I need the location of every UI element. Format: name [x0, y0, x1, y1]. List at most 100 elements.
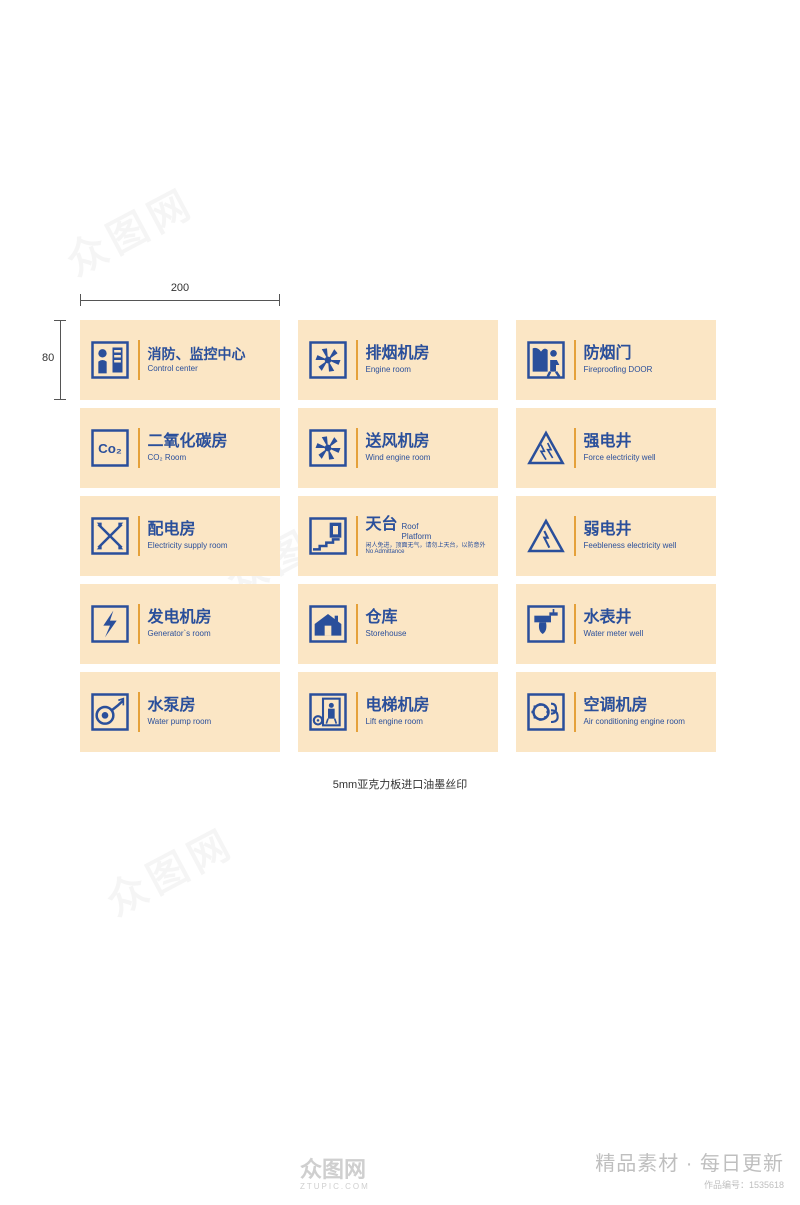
sign-divider: [356, 428, 358, 468]
dim-v-label: 80: [42, 352, 54, 364]
sign-label-cn: 弱电井: [584, 521, 709, 539]
sign-plate: 送风机房 Wind engine room: [298, 408, 498, 488]
sign-plate: 天台Roof Platform 闲人免进，顶面无气，请勿上天台，以防意外 No A…: [298, 496, 498, 576]
sign-label-en: Force electricity well: [584, 453, 709, 463]
sign-label-cn: 强电井: [584, 433, 709, 451]
tap-icon: [524, 602, 568, 646]
sign-divider: [574, 604, 576, 644]
watermark-tagline: 精品素材 · 每日更新: [595, 1147, 784, 1176]
sign-label-en: Roof Platform: [402, 522, 432, 541]
sign-label-en: Engine room: [366, 365, 491, 375]
dim-h-line: [80, 300, 280, 301]
sign-label-note: 闲人免进，顶面无气，请勿上天台，以防意外 No Admittance: [366, 543, 491, 556]
sign-label-en: Fireproofing DOOR: [584, 365, 709, 375]
sign-text: 强电井 Force electricity well: [584, 433, 709, 463]
fire-door-icon: [524, 338, 568, 382]
sign-plate: 发电机房Generator`s room: [80, 584, 280, 664]
sign-divider: [574, 340, 576, 380]
sign-text: 电梯机房 Lift engine room: [366, 697, 491, 727]
fan-icon: [306, 338, 350, 382]
hv-triangle-icon: [524, 426, 568, 470]
house-icon: [306, 602, 350, 646]
dim-h-tick: [279, 294, 280, 306]
sign-plate: 电梯机房 Lift engine room: [298, 672, 498, 752]
dim-h-label: 200: [80, 282, 280, 294]
watermark-logo: 众图网 ZTUPIC.COM: [300, 1152, 370, 1191]
lift-icon: [306, 690, 350, 734]
diagonal-watermark: 众图网: [94, 811, 243, 927]
roof-icon: [306, 514, 350, 558]
bolt-icon: [88, 602, 132, 646]
sign-label-en: Control center: [148, 364, 273, 374]
sign-plate: 强电井 Force electricity well: [516, 408, 716, 488]
sign-divider: [356, 340, 358, 380]
sign-plate: 配电房Electricity supply room: [80, 496, 280, 576]
sign-label-en: Water meter well: [584, 629, 709, 639]
sign-plate: Co₂ 二氧化碳房 CO₂ Room: [80, 408, 280, 488]
sign-text: 天台Roof Platform 闲人免进，顶面无气，请勿上天台，以防意外 No A…: [366, 516, 491, 555]
sign-divider: [356, 516, 358, 556]
watermark-id: 作品编号：1535618: [595, 1178, 784, 1191]
sign-plate: 弱电井 Feebleness electricity well: [516, 496, 716, 576]
dim-v-line: [60, 320, 61, 400]
sign-label-en: CO₂ Room: [148, 453, 273, 463]
watermark-logo-main: 众图网: [300, 1157, 366, 1182]
sign-text: 仓库 Storehouse: [366, 609, 491, 639]
sign-label-cn: 排烟机房: [366, 345, 491, 363]
sign-label-en: Air conditioning engine room: [584, 717, 709, 727]
diagonal-watermark: 众图网: [54, 171, 203, 287]
sign-label-en: Lift engine room: [366, 717, 491, 727]
sign-divider: [138, 516, 140, 556]
sign-plate: 排烟机房 Engine room: [298, 320, 498, 400]
sign-label-en: Wind engine room: [366, 453, 491, 463]
sign-label-cn: 水表井: [584, 609, 709, 627]
watermark-logo-sub: ZTUPIC.COM: [300, 1182, 370, 1191]
sign-divider: [574, 692, 576, 732]
sign-text: 弱电井 Feebleness electricity well: [584, 521, 709, 551]
lv-triangle-icon: [524, 514, 568, 558]
footer-note: 5mm亚克力板进口油墨丝印: [0, 776, 800, 792]
sign-plate: 空调机房 Air conditioning engine room: [516, 672, 716, 752]
sign-divider: [356, 692, 358, 732]
dim-v-tick: [54, 399, 66, 400]
sign-divider: [356, 604, 358, 644]
sign-grid: 消防、监控中心 Control center 排烟机房 Engine room 防烟门 F…: [80, 320, 740, 752]
sign-label-cn: 空调机房: [584, 697, 709, 715]
sign-label-cn: 消防、监控中心: [148, 346, 273, 362]
sign-divider: [574, 516, 576, 556]
sign-divider: [574, 428, 576, 468]
sign-label-cn: 防烟门: [584, 345, 709, 363]
sign-text: 防烟门 Fireproofing DOOR: [584, 345, 709, 375]
sign-canvas: 200 80 消防、监控中心Control center排烟机房Engine r…: [80, 320, 740, 752]
watermark-block: 精品素材 · 每日更新 作品编号：1535618: [595, 1147, 784, 1191]
co2-icon: Co₂: [88, 426, 132, 470]
sign-plate: 仓库 Storehouse: [298, 584, 498, 664]
sign-divider: [138, 428, 140, 468]
sign-text: 配电房Electricity supply room: [148, 521, 273, 551]
dim-v-tick: [54, 320, 66, 321]
sign-label-cn: 仓库: [366, 609, 491, 627]
svg-text:Co₂: Co₂: [98, 441, 122, 456]
sign-text: 送风机房 Wind engine room: [366, 433, 491, 463]
fan-icon: [306, 426, 350, 470]
sign-text: 排烟机房 Engine room: [366, 345, 491, 375]
ac-icon: [524, 690, 568, 734]
sign-text: 空调机房 Air conditioning engine room: [584, 697, 709, 727]
dim-h-tick: [80, 294, 81, 306]
sign-label-en: Water pump room: [148, 717, 273, 727]
sign-label-cn: 天台: [366, 516, 398, 534]
sign-label-en: Feebleness electricity well: [584, 541, 709, 551]
sign-label-en: Generator`s room: [148, 629, 273, 639]
sign-divider: [138, 604, 140, 644]
sign-label-cn: 二氧化碳房: [148, 433, 273, 451]
control-center-icon: [88, 338, 132, 382]
sign-plate: 水泵房Water pump room: [80, 672, 280, 752]
sign-label-en: Storehouse: [366, 629, 491, 639]
sign-text: 水泵房Water pump room: [148, 697, 273, 727]
sign-text: 水表井 Water meter well: [584, 609, 709, 639]
sign-label-cn: 电梯机房: [366, 697, 491, 715]
sign-divider: [138, 692, 140, 732]
sign-label-cn: 送风机房: [366, 433, 491, 451]
sign-label-cn: 配电房: [148, 521, 273, 539]
sign-text: 消防、监控中心 Control center: [148, 346, 273, 374]
